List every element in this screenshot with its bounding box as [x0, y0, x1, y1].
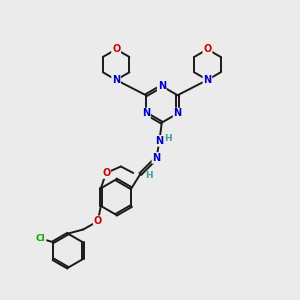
Text: N: N [173, 109, 182, 118]
Text: H: H [145, 171, 153, 180]
Text: H: H [164, 134, 172, 143]
Text: N: N [203, 75, 211, 85]
Text: O: O [102, 168, 110, 178]
Text: N: N [152, 153, 160, 163]
Text: O: O [203, 44, 211, 54]
Text: O: O [112, 44, 120, 54]
Text: N: N [112, 75, 120, 85]
Text: N: N [155, 136, 164, 146]
Text: O: O [94, 216, 102, 226]
Text: Cl: Cl [36, 234, 46, 243]
Text: N: N [142, 109, 150, 118]
Text: N: N [158, 81, 166, 91]
